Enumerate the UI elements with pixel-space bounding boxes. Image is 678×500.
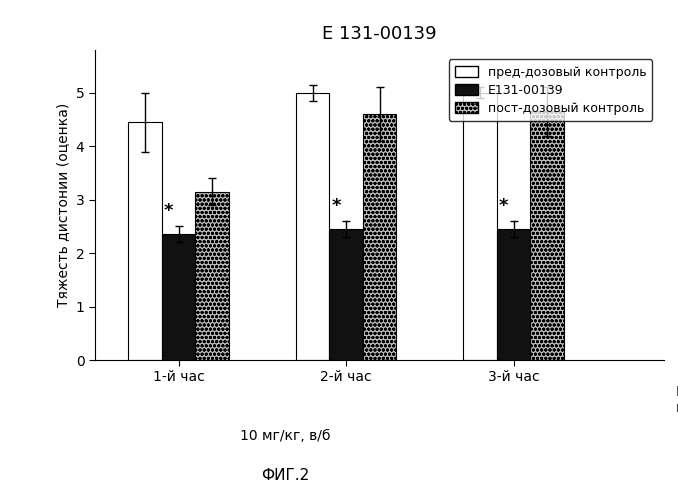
- Bar: [162, 234, 195, 360]
- Text: *: *: [164, 202, 174, 220]
- Bar: [363, 114, 397, 360]
- Bar: [128, 122, 162, 360]
- Title: Е 131-00139: Е 131-00139: [322, 25, 437, 43]
- Bar: [195, 192, 229, 360]
- Bar: [330, 229, 363, 360]
- Text: Период
наблюдения: Период наблюдения: [676, 385, 678, 415]
- Text: 10 мг/кг, в/б: 10 мг/кг, в/б: [239, 429, 330, 443]
- Y-axis label: Тяжесть дистонии (оценка): Тяжесть дистонии (оценка): [56, 103, 70, 307]
- Text: *: *: [499, 196, 508, 214]
- Bar: [464, 93, 497, 360]
- Text: *: *: [332, 196, 341, 214]
- Bar: [497, 229, 530, 360]
- Text: ФИГ.2: ФИГ.2: [260, 468, 309, 483]
- Bar: [296, 93, 330, 360]
- Legend: пред-дозовый контроль, Е131-00139, пост-дозовый контроль: пред-дозовый контроль, Е131-00139, пост-…: [449, 60, 652, 121]
- Bar: [530, 112, 564, 360]
